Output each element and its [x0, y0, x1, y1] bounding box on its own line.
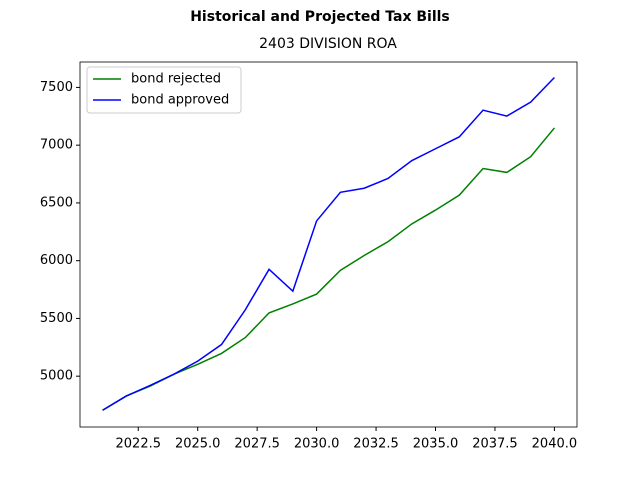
x-tick-label: 2040.0: [532, 437, 578, 452]
legend-box: [86, 66, 242, 114]
x-tick-label: 2027.5: [234, 437, 280, 452]
y-tick-label: 7000: [40, 138, 73, 153]
series-line: [102, 76, 555, 411]
x-tick-label: 2030.0: [294, 437, 340, 452]
plot-frame: [79, 61, 578, 428]
chart-subtitle: 2403 DIVISION ROA: [259, 36, 397, 52]
legend-label: bond rejected: [131, 72, 221, 87]
chart-title: Historical and Projected Tax Bills: [190, 9, 450, 25]
x-tick-label: 2032.5: [353, 437, 399, 452]
x-tick-label: 2022.5: [116, 437, 162, 452]
x-tick-label: 2025.0: [175, 437, 221, 452]
x-tick-label: 2037.5: [472, 437, 518, 452]
x-tick-label: 2035.0: [413, 437, 459, 452]
y-tick-label: 7500: [40, 80, 73, 95]
y-tick-label: 6500: [40, 195, 73, 210]
y-tick-label: 5000: [40, 369, 73, 384]
y-tick-label: 5500: [40, 311, 73, 326]
y-tick-label: 6000: [40, 253, 73, 268]
legend-label: bond approved: [131, 93, 229, 108]
